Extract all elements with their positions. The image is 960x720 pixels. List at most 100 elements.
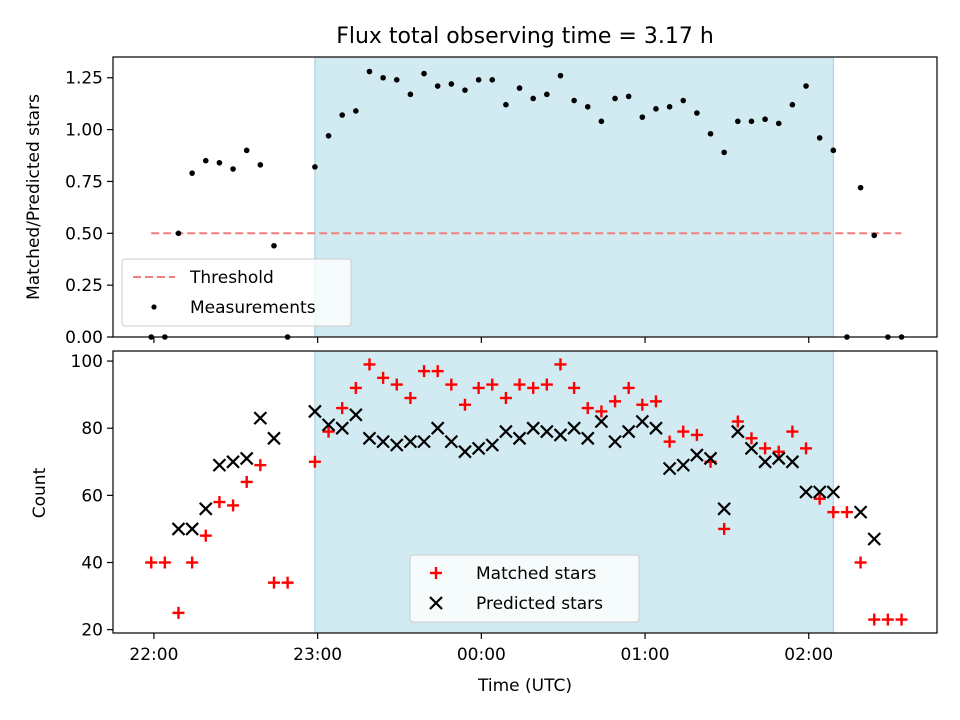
- predicted-star-point: [744, 441, 759, 456]
- measurement-point: [462, 87, 468, 93]
- predicted-stars-points: [171, 404, 882, 546]
- measurement-point: [653, 106, 659, 112]
- legend-threshold-label: Threshold: [189, 268, 274, 288]
- matched-star-point: [158, 556, 171, 569]
- measurement-point: [694, 110, 700, 116]
- predicted-star-point: [458, 444, 472, 459]
- top-y-ticks: 0.00 0.25 0.50 0.75 1.00 1.25: [65, 69, 113, 348]
- observing-window-shade-top: [314, 56, 834, 338]
- matched-star-point: [377, 371, 390, 384]
- matched-star-point: [636, 398, 649, 411]
- legend-matched-label: Matched stars: [476, 564, 596, 584]
- matched-star-point: [349, 381, 362, 394]
- matched-star-point: [390, 378, 403, 391]
- y-tick-label: 40: [81, 554, 103, 574]
- predicted-star-point: [267, 431, 281, 446]
- predicted-star-point: [867, 532, 882, 546]
- matched-star-point: [404, 392, 417, 404]
- measurement-point: [189, 170, 195, 176]
- measurement-point: [448, 81, 455, 87]
- predicted-star-point: [253, 411, 268, 425]
- predicted-star-point: [594, 414, 609, 429]
- matched-star-point: [513, 378, 526, 391]
- matched-star-point: [786, 425, 799, 438]
- measurement-point: [639, 114, 646, 120]
- predicted-star-point: [430, 421, 445, 435]
- y-tick-label: 100: [71, 352, 103, 372]
- matched-star-point: [267, 576, 280, 589]
- measurement-point: [748, 118, 755, 125]
- top-x-ticks: [153, 337, 810, 343]
- measurement-point: [243, 147, 250, 154]
- matched-star-point: [172, 606, 185, 619]
- measurement-point: [707, 130, 714, 137]
- predicted-star-point: [471, 441, 486, 456]
- x-tick-label: 00:00: [457, 645, 506, 665]
- measurement-point: [393, 77, 400, 83]
- predicted-star-point: [553, 428, 568, 442]
- measurement-point: [216, 159, 223, 166]
- y-tick-label: 20: [81, 621, 103, 641]
- bottom-plot-frame: [112, 350, 938, 634]
- matched-star-point: [759, 442, 772, 455]
- predicted-star-point: [185, 522, 199, 536]
- measurement-point: [680, 97, 687, 104]
- matched-stars-points: [145, 358, 908, 626]
- predicted-star-point: [717, 502, 731, 516]
- matched-star-point: [431, 365, 444, 378]
- measurement-point: [339, 112, 345, 118]
- predicted-star-point: [417, 434, 431, 449]
- predicted-star-point: [758, 455, 772, 469]
- observing-window: [314, 56, 834, 338]
- chart-title: Flux total observing time = 3.17 h: [336, 24, 714, 49]
- matched-star-point: [622, 381, 635, 394]
- measurement-point: [775, 120, 782, 127]
- measurement-point: [735, 118, 741, 125]
- predicted-star-point: [608, 434, 622, 449]
- matched-star-point: [772, 445, 785, 458]
- predicted-star-point: [171, 522, 186, 536]
- x-axis-label: Time (UTC): [477, 676, 572, 696]
- measurement-point: [584, 103, 591, 110]
- y-tick-label: 60: [81, 486, 103, 506]
- matched-star-point: [336, 402, 349, 415]
- predicted-star-point: [239, 451, 254, 466]
- predicted-star-point: [785, 455, 800, 469]
- measurement-point: [871, 232, 878, 239]
- top-legend: Threshold Measurements: [121, 258, 352, 327]
- measurement-point: [325, 133, 332, 139]
- predicted-star-point: [349, 408, 363, 422]
- matched-star-point: [458, 398, 471, 411]
- predicted-star-point: [731, 424, 745, 439]
- y-tick-label: 80: [81, 419, 103, 439]
- predicted-star-point: [676, 458, 691, 472]
- predicted-star-point: [799, 485, 813, 499]
- top-plot-frame: [112, 56, 938, 338]
- measurement-point: [803, 83, 809, 89]
- x-tick-label: 01:00: [621, 645, 670, 665]
- matched-star-point: [827, 506, 840, 519]
- matched-star-point: [663, 435, 676, 448]
- matched-star-point: [281, 576, 294, 589]
- y-tick-label: 0.00: [65, 328, 103, 348]
- matched-star-point: [486, 378, 499, 391]
- predicted-star-point: [403, 434, 418, 449]
- matched-star-point: [609, 395, 622, 408]
- matched-star-point: [527, 381, 540, 394]
- predicted-star-point: [703, 451, 718, 466]
- matched-star-point: [895, 613, 908, 626]
- bottom-y-axis-label: Count: [30, 467, 50, 518]
- measurement-point: [530, 95, 536, 102]
- matched-star-point: [499, 392, 512, 404]
- legend-measurements-swatch: [151, 304, 157, 310]
- matched-star-point: [418, 365, 431, 378]
- matched-star-point: [472, 381, 485, 394]
- matched-star-point: [322, 425, 335, 438]
- measurement-point: [257, 162, 264, 168]
- bottom-legend: Matched stars Predicted stars: [409, 554, 640, 623]
- matched-star-point: [308, 455, 321, 468]
- y-tick-label: 0.25: [65, 276, 103, 296]
- predicted-star-point: [662, 461, 677, 476]
- predicted-star-point: [198, 502, 213, 516]
- predicted-star-point: [321, 418, 336, 432]
